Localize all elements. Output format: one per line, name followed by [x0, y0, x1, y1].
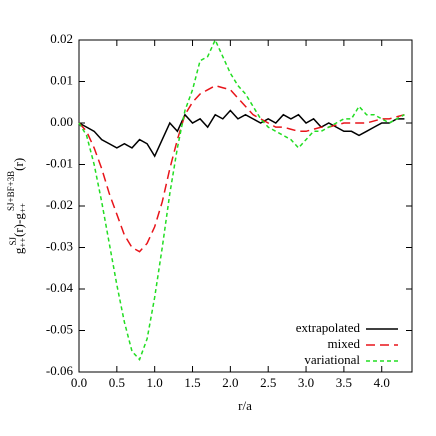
line-series	[78, 109, 405, 158]
y-tick-label: -0.06	[46, 363, 74, 378]
plot-frame	[78, 39, 413, 373]
x-tick-label: 2.5	[260, 375, 276, 390]
y-label-part: g	[11, 247, 26, 254]
y-axis-label: g++SJ(r)-g++SJ+BF+3B(r)	[6, 158, 28, 254]
y-tick-label: 0.02	[50, 31, 73, 46]
y-tick-label: -0.03	[46, 238, 73, 253]
x-tick-label: 4.0	[374, 375, 390, 390]
y-tick-label: -0.02	[46, 197, 73, 212]
y-label-part: SJ	[8, 237, 18, 246]
line-series	[78, 38, 405, 361]
y-tick-label: -0.05	[46, 321, 73, 336]
x-tick-label: 1.5	[184, 375, 200, 390]
y-label-part: (r)-g	[11, 213, 26, 237]
x-axis-label: r/a	[238, 398, 252, 413]
y-tick-label: 0.00	[50, 114, 73, 129]
x-tick-label: 1.0	[147, 375, 163, 390]
y-label-part: (r)	[11, 158, 26, 171]
y-tick-label: 0.01	[50, 72, 73, 87]
legend-label: extrapolated	[296, 320, 361, 335]
x-tick-label: 2.0	[222, 375, 238, 390]
legend-label: variational	[304, 352, 360, 367]
x-tick-label: 3.5	[336, 375, 352, 390]
legend-label: mixed	[328, 336, 361, 351]
line-series	[78, 84, 405, 253]
y-tick-label: -0.04	[46, 280, 74, 295]
x-tick-label: 3.0	[298, 375, 314, 390]
x-tick-label: 0.0	[71, 375, 87, 390]
y-label-part: ++	[18, 238, 28, 248]
x-tick-label: 0.5	[109, 375, 125, 390]
y-label-part: SJ+BF+3B	[6, 171, 16, 211]
y-label-part: ++	[18, 203, 28, 213]
y-tick-label: -0.01	[46, 155, 73, 170]
